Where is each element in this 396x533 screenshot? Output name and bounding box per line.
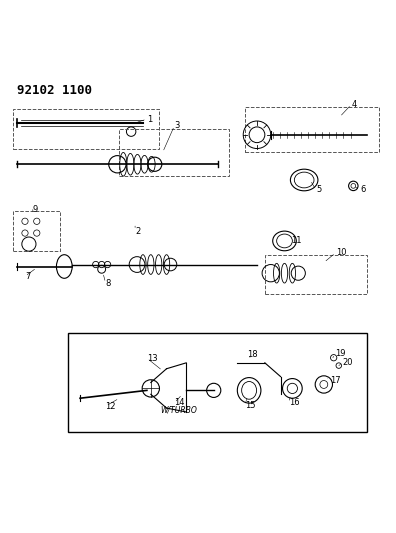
Text: 17: 17 bbox=[330, 376, 340, 385]
Text: 12: 12 bbox=[106, 401, 116, 410]
Text: 6: 6 bbox=[360, 185, 366, 195]
Text: 8: 8 bbox=[106, 279, 111, 287]
Bar bbox=[68, 333, 367, 432]
Text: 4: 4 bbox=[351, 100, 357, 109]
Text: 20: 20 bbox=[343, 358, 353, 367]
Text: 11: 11 bbox=[291, 237, 302, 245]
Text: 13: 13 bbox=[147, 353, 158, 362]
Text: 7: 7 bbox=[25, 272, 30, 281]
Bar bbox=[265, 255, 367, 294]
Bar bbox=[13, 212, 60, 251]
Bar bbox=[245, 107, 379, 152]
Text: 3: 3 bbox=[174, 121, 180, 130]
Text: 19: 19 bbox=[335, 349, 345, 358]
Text: 5: 5 bbox=[316, 185, 321, 195]
Bar bbox=[13, 109, 159, 149]
Text: 16: 16 bbox=[289, 399, 300, 407]
Text: 14: 14 bbox=[174, 399, 185, 407]
Text: 15: 15 bbox=[245, 401, 256, 410]
Text: 2: 2 bbox=[135, 227, 140, 236]
Text: 10: 10 bbox=[336, 248, 346, 257]
Text: 9: 9 bbox=[33, 205, 38, 214]
Text: 1: 1 bbox=[147, 115, 152, 124]
Text: W/TURBO: W/TURBO bbox=[160, 406, 197, 415]
Text: 18: 18 bbox=[247, 351, 258, 359]
Bar bbox=[119, 129, 229, 176]
Text: 92102 1100: 92102 1100 bbox=[17, 84, 92, 96]
